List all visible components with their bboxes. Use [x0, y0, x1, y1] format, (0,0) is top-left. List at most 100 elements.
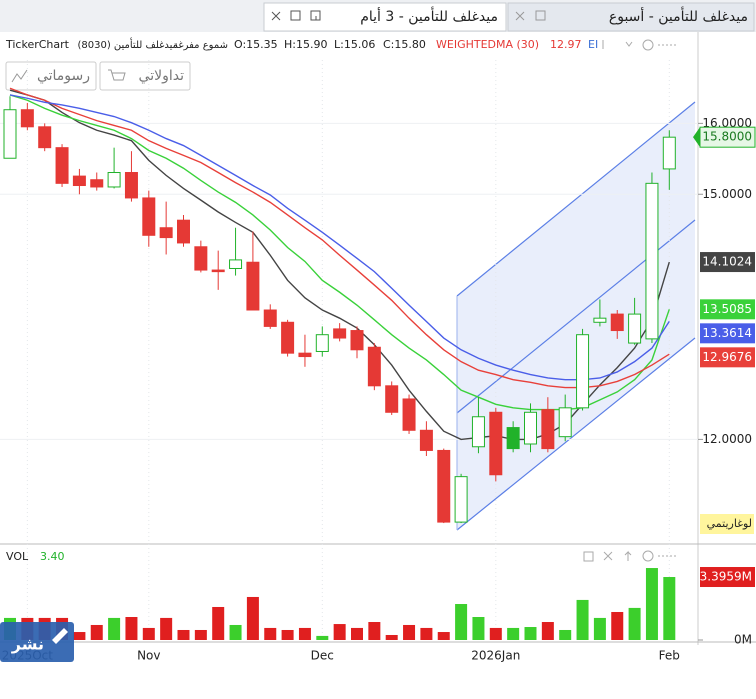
candle-body [662, 136, 676, 170]
volume-title: VOL [6, 550, 29, 563]
candle-body [628, 313, 642, 344]
tab-active[interactable] [263, 2, 507, 32]
candle-body [471, 416, 485, 448]
volume-bar [663, 577, 676, 640]
volume-value: 3.40 [40, 550, 65, 563]
x-tick-label: 2026Jan [471, 649, 520, 663]
tab-icons [271, 10, 546, 21]
volume-bar [524, 627, 537, 640]
y-tick-label: 16.0000 [702, 116, 752, 130]
candle-body [367, 346, 381, 387]
volume-bar [593, 617, 606, 640]
volume-bar [351, 627, 363, 640]
candle-body [524, 411, 537, 445]
value-tag-label: 15.8000 [702, 130, 752, 144]
info-icons [602, 39, 676, 51]
tab-title: ميدغلف للتأمين - 3 أيام [360, 6, 498, 25]
scale-mode[interactable] [700, 514, 754, 534]
logo-icon [52, 628, 68, 644]
indicator-name: WEIGHTEDMA (30) [436, 38, 539, 51]
volume-bar [403, 624, 416, 640]
symbol: ميدغلف للتأمين (8030) [77, 37, 178, 51]
value-tag-label: 13.3614 [702, 326, 752, 340]
tab[interactable] [507, 2, 755, 32]
candle-body [645, 182, 659, 340]
value-tag [700, 252, 755, 273]
price-arrow [693, 127, 700, 148]
candle-body [3, 109, 17, 159]
volume-bar [160, 617, 173, 640]
candle-body [489, 411, 503, 476]
toolbar-button[interactable] [5, 61, 97, 91]
volume-bar [472, 617, 485, 640]
candle-body [55, 147, 69, 184]
value-tag [699, 126, 756, 148]
candle-body [142, 197, 156, 236]
value-tag-label: 14.1024 [702, 255, 752, 269]
candle-body [419, 429, 433, 451]
candle-body [72, 175, 86, 187]
x-tick-label: Nov [137, 649, 160, 663]
candle-body [177, 219, 190, 244]
volume-bar [90, 624, 103, 640]
volume-bar [142, 627, 155, 640]
volume-bar [212, 606, 225, 640]
candle-body [194, 246, 208, 271]
logo [0, 622, 74, 662]
volume-bar [559, 629, 572, 640]
volume-bar [264, 627, 277, 640]
value-tag-label: 13.5085 [702, 302, 752, 316]
volume-bar [437, 632, 450, 640]
x-tick-label: Dec [311, 649, 334, 663]
volume-bar [246, 596, 259, 640]
volume-bar [281, 629, 294, 640]
volume-bar [316, 635, 329, 640]
ei: EI [588, 38, 598, 51]
candle-body [558, 407, 572, 438]
toolbar-label: رسوماتي [37, 68, 90, 84]
candle-body [315, 334, 329, 352]
candle-body [610, 313, 624, 332]
candle-body [402, 398, 416, 431]
volume-bar [125, 617, 138, 640]
candle-body [298, 352, 312, 358]
value-tag [700, 567, 755, 588]
value-tag [700, 347, 755, 368]
volume-bar [229, 624, 242, 640]
volume-bar [368, 622, 381, 640]
volume-bar [645, 568, 658, 640]
candle-body [385, 385, 399, 413]
value-tag-label: 3.3959M [700, 570, 752, 584]
candle-body [159, 227, 173, 239]
tab-title: ميدغلف للتأمين - أسبوع [609, 6, 748, 25]
candle-body [541, 409, 555, 450]
volume-bar [455, 604, 468, 640]
candle-body [576, 334, 590, 409]
volume-bar [108, 617, 121, 640]
panel-icons [583, 550, 676, 562]
candle-body [90, 179, 104, 188]
indicator-value: 12.97 [550, 38, 582, 51]
volume-bar [611, 611, 624, 640]
value-tag [700, 323, 755, 344]
candle-body [350, 330, 364, 351]
value-tag-label: 12.9676 [702, 350, 752, 364]
low: L:15.06 [334, 38, 375, 51]
candle-body [124, 172, 138, 199]
y-tick-label: 12.0000 [702, 432, 752, 446]
candle-body [506, 427, 520, 450]
volume-bar [507, 627, 520, 640]
volume-bar [489, 627, 502, 640]
candle-body [593, 317, 607, 323]
toolbar-label: تداولاتي [139, 68, 185, 84]
volume-bar [385, 634, 398, 640]
candle-body [263, 309, 277, 327]
volume-bar [333, 624, 346, 640]
close: C:15.80 [383, 38, 426, 51]
candle-body [229, 259, 243, 269]
volume-bar [576, 599, 589, 640]
scale-mode-label: لوغاريتمي [707, 517, 752, 530]
toolbar-button[interactable] [99, 61, 191, 91]
volume-bar [420, 627, 433, 640]
